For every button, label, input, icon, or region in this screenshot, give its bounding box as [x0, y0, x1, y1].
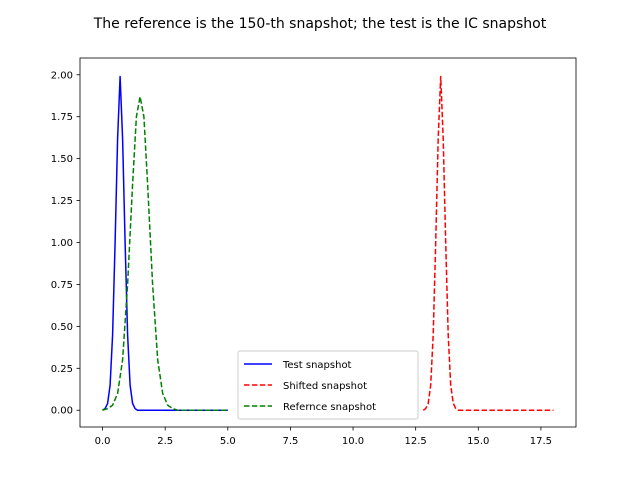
y-tick-label: 1.00	[51, 238, 73, 249]
plot-area	[102, 75, 554, 411]
y-tick-label: 0.50	[51, 322, 73, 333]
x-tick-label: 0.0	[95, 436, 111, 447]
x-tick-label: 2.5	[157, 436, 173, 447]
legend-label-3: Refernce snapshot	[283, 402, 376, 413]
series-line-1	[102, 75, 228, 411]
series-line-2	[422, 75, 554, 411]
y-tick-label: 2.00	[51, 70, 73, 81]
y-tick-label: 1.75	[51, 112, 73, 123]
x-tick-label: 5.0	[220, 436, 236, 447]
axes: 0.0 2.5 5.0 7.5 10.0 12.5 15.0 17.5 0.00 0.25 0.50…	[51, 57, 577, 447]
x-tick-label: 17.5	[530, 436, 552, 447]
chart-title: The reference is the 150-th snapshot; th…	[93, 16, 547, 32]
y-tick-label: 0.75	[51, 280, 73, 291]
x-tick-label: 12.5	[405, 436, 427, 447]
x-tick-label: 7.5	[282, 436, 298, 447]
x-tick-label: 15.0	[467, 436, 489, 447]
y-tick-label: 0.25	[51, 364, 73, 375]
legend-label-1: Test snapshot	[282, 360, 352, 371]
series-line-3	[102, 95, 228, 411]
legend-label-2: Shifted snapshot	[283, 381, 367, 392]
legend-box	[237, 350, 419, 420]
x-tick-label: 10.0	[342, 436, 364, 447]
y-tick-label: 1.50	[51, 154, 73, 165]
legend: Test snapshot Shifted snapshot Refernce sn…	[237, 350, 419, 420]
y-tick-label: 0.00	[51, 406, 73, 417]
y-tick-label: 1.25	[51, 196, 73, 207]
